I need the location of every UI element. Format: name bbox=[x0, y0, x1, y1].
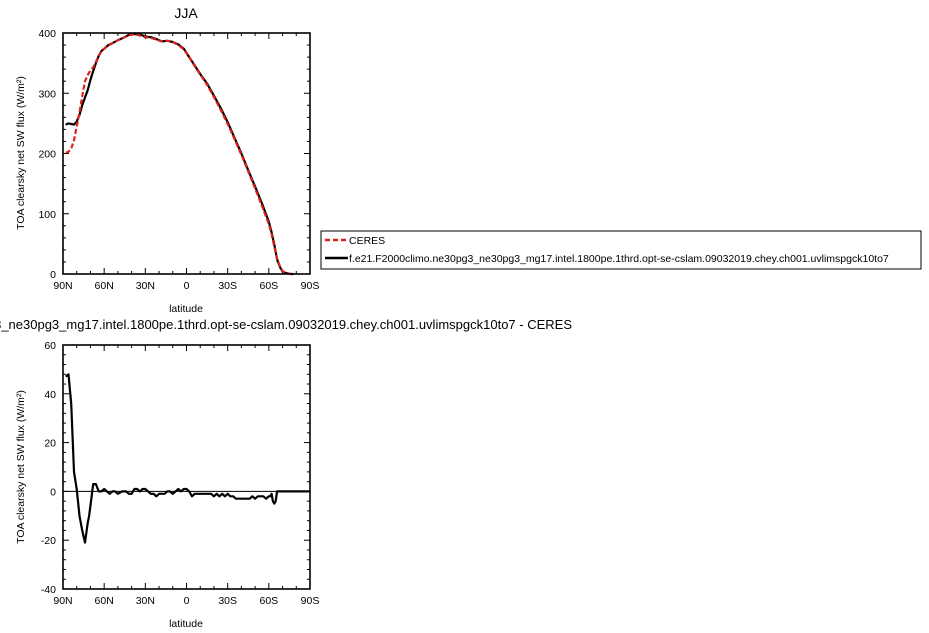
top-xtick-label: 60S bbox=[259, 280, 278, 292]
bottom-xtick-label: 30S bbox=[218, 595, 237, 607]
bottom-xtick-label: 30N bbox=[136, 595, 155, 607]
bottom-chart-ticks bbox=[62, 344, 311, 590]
top-chart-panel: JJA 90N 60N 30N 0 30S 60S 90S 0 100 200 300 400 lat… bbox=[15, 5, 319, 315]
top-chart-frame bbox=[62, 32, 311, 275]
top-chart-ylabel: TOA clearsky net SW flux (W/m²) bbox=[15, 76, 27, 230]
top-chart-tick-labels: 90N 60N 30N 0 30S 60S 90S 0 100 200 300 400 bbox=[38, 28, 319, 292]
legend-label-model: f.e21.F2000climo.ne30pg3_ne30pg3_mg17.in… bbox=[349, 253, 889, 265]
bottom-ytick-label: 60 bbox=[44, 340, 56, 352]
bottom-ytick-label: -40 bbox=[41, 584, 56, 596]
top-ytick-label: 100 bbox=[38, 209, 56, 221]
legend-box bbox=[320, 230, 922, 270]
bottom-xtick-label: 60S bbox=[259, 595, 278, 607]
bottom-chart-ylabel: TOA clearsky net SW flux (W/m²) bbox=[15, 390, 27, 544]
top-chart-title: JJA bbox=[174, 5, 198, 21]
top-xtick-label: 0 bbox=[184, 280, 190, 292]
top-series-line-0 bbox=[65, 33, 294, 276]
top-ytick-label: 400 bbox=[38, 28, 56, 40]
bottom-xtick-label: 90S bbox=[301, 595, 320, 607]
top-ytick-label: 300 bbox=[38, 88, 56, 100]
top-xtick-label: 30N bbox=[136, 280, 155, 292]
top-xtick-label: 60N bbox=[95, 280, 114, 292]
bottom-ytick-label: 0 bbox=[50, 486, 56, 498]
top-xtick-label: 90S bbox=[301, 280, 320, 292]
bottom-chart-tick-labels: 90N 60N 30N 0 30S 60S 90S -40 -20 0 20 40 60 bbox=[41, 340, 320, 607]
top-ytick-label: 0 bbox=[50, 269, 56, 281]
legend: CERES f.e21.F2000climo.ne30pg3_ne30pg3_m… bbox=[320, 230, 922, 270]
top-chart-xlabel: latitude bbox=[169, 303, 203, 315]
top-ytick-label: 200 bbox=[38, 149, 56, 161]
bottom-chart-title: f.e21.F2000climo.ne30pg3_ne30pg3_mg17.in… bbox=[0, 317, 572, 332]
top-xtick-label: 90N bbox=[53, 280, 72, 292]
bottom-chart-panel: f.e21.F2000climo.ne30pg3_ne30pg3_mg17.in… bbox=[0, 317, 572, 630]
top-chart-series bbox=[65, 33, 294, 276]
bottom-series-line-0 bbox=[64, 373, 310, 544]
bottom-xtick-label: 0 bbox=[184, 595, 190, 607]
bottom-ytick-label: -20 bbox=[41, 535, 56, 547]
bottom-chart-xlabel: latitude bbox=[169, 618, 203, 630]
bottom-ytick-label: 20 bbox=[44, 438, 56, 450]
bottom-xtick-label: 60N bbox=[95, 595, 114, 607]
top-series-line-1 bbox=[65, 33, 294, 276]
top-xtick-label: 30S bbox=[218, 280, 237, 292]
bottom-chart-frame bbox=[62, 344, 311, 590]
bottom-ytick-label: 40 bbox=[44, 389, 56, 401]
legend-label-ceres: CERES bbox=[349, 235, 385, 247]
bottom-xtick-label: 90N bbox=[53, 595, 72, 607]
bottom-chart-series bbox=[63, 373, 310, 544]
